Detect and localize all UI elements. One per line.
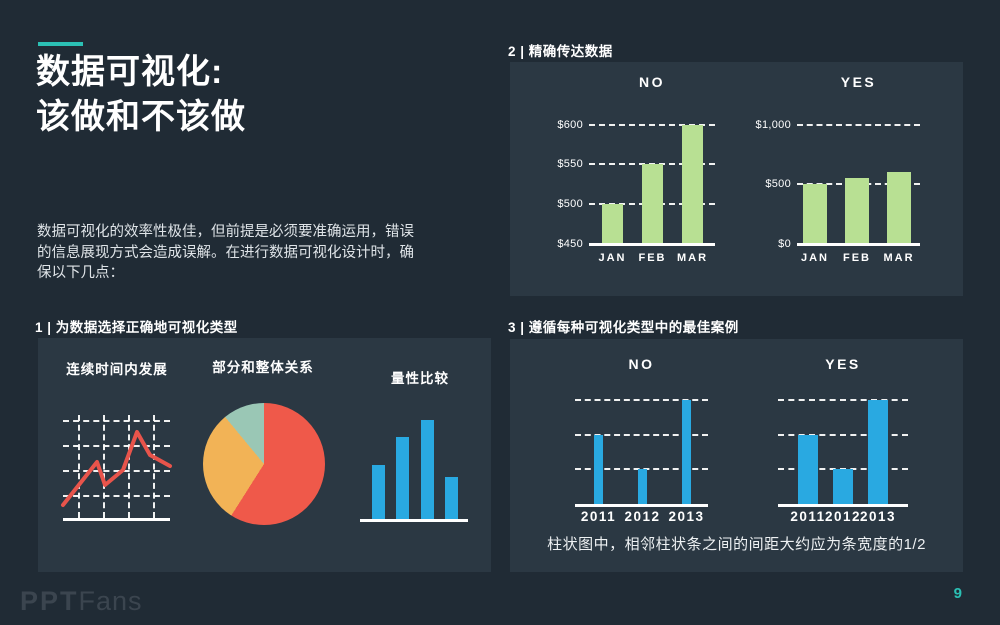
page-title-line-1: 数据可视化: bbox=[36, 53, 224, 91]
x-axis-label: 2012 bbox=[824, 509, 862, 524]
bar-2011 bbox=[798, 434, 818, 504]
panel-chart-types: 连续时间内发展 部分和整体关系 量性比较 bbox=[38, 338, 491, 572]
intro-paragraph: 数据可视化的效率性极佳，但前提是必须要准确运用，错误 的信息展现方式会造成误解。… bbox=[37, 222, 414, 284]
y-axis-label: $550 bbox=[557, 158, 583, 171]
grid-line-horizontal bbox=[63, 420, 170, 422]
bar-3 bbox=[444, 477, 458, 519]
page-number: 9 bbox=[953, 585, 962, 602]
page-title-line-2: 该做和不该做 bbox=[36, 98, 246, 136]
grid-line-horizontal bbox=[63, 445, 170, 447]
wide-bars-chart: 2011 2012 2013 bbox=[778, 399, 908, 524]
bar-feb bbox=[642, 164, 663, 243]
intro-line-2: 的信息展现方式会造成误解。在进行数据可视化设计时，确 bbox=[37, 244, 414, 261]
x-axis-label: 2012 bbox=[624, 509, 661, 524]
x-axis-label: FEB bbox=[843, 252, 871, 264]
section-1-heading: 1 | 为数据选择正确地可视化类型 bbox=[35, 320, 238, 335]
y-axis-label: $600 bbox=[557, 119, 583, 131]
section-2-heading: 2 | 精确传达数据 bbox=[508, 44, 613, 59]
x-axis-label: JAN bbox=[800, 252, 829, 264]
grid-line-horizontal bbox=[778, 399, 908, 401]
grid-line-vertical bbox=[128, 415, 130, 518]
truncated-axis-bar-chart: $600 $550 $500 $450 JAN FEB MAR bbox=[557, 119, 715, 264]
bar-2013 bbox=[868, 400, 888, 504]
grid-line-horizontal bbox=[575, 399, 708, 401]
bar-jan bbox=[602, 203, 623, 243]
grid-line-horizontal bbox=[63, 495, 170, 497]
x-axis-label: MAR bbox=[676, 252, 709, 264]
chart-title-yes-spacing: YES bbox=[825, 356, 861, 372]
full-axis-bar-chart: $1,000 $500 $0 JAN FEB MAR bbox=[756, 119, 920, 264]
pie-chart-label: 部分和整体关系 bbox=[212, 360, 314, 375]
bar-chart-comparison bbox=[360, 420, 468, 522]
bar-1 bbox=[396, 436, 410, 519]
bar-feb bbox=[845, 178, 869, 243]
x-axis-label: MAR bbox=[883, 252, 915, 264]
chart-title-yes: YES bbox=[840, 74, 877, 90]
grid-line-vertical bbox=[103, 415, 105, 518]
section-3-heading: 3 | 遵循每种可视化类型中的最佳案例 bbox=[508, 320, 739, 335]
grid-line-vertical bbox=[78, 415, 80, 518]
bar-jan bbox=[803, 184, 827, 243]
intro-line-3: 保以下几点： bbox=[37, 265, 124, 281]
intro-line-1: 数据可视化的效率性极佳，但前提是必须要准确运用，错误 bbox=[37, 224, 414, 240]
line-chart-label: 连续时间内发展 bbox=[66, 362, 168, 377]
grid-line-horizontal bbox=[589, 124, 715, 126]
y-axis-label: $450 bbox=[557, 238, 583, 250]
x-axis-label: 2011 bbox=[580, 509, 617, 524]
grid-line-horizontal bbox=[575, 433, 708, 436]
accent-bar bbox=[38, 42, 83, 46]
logo-fans: Fans bbox=[78, 586, 143, 616]
y-axis-label: $500 bbox=[557, 197, 583, 210]
pie-chart bbox=[203, 403, 325, 525]
pptfans-logo: PPTFans bbox=[20, 586, 143, 617]
x-axis-label: 2013 bbox=[859, 509, 897, 524]
chart-title-no-spacing: NO bbox=[628, 356, 655, 372]
bar-mar bbox=[682, 125, 703, 243]
grid-line-horizontal bbox=[797, 124, 920, 126]
x-axis-label: 2013 bbox=[668, 509, 705, 524]
bar-mar bbox=[887, 172, 911, 243]
chart-title-no: NO bbox=[639, 74, 665, 90]
x-axis-label: JAN bbox=[598, 252, 627, 264]
x-axis-label: FEB bbox=[638, 252, 667, 264]
y-axis-label: $500 bbox=[765, 178, 791, 190]
trend-line bbox=[61, 430, 172, 507]
page-title: 数据可视化: 该做和不该做 bbox=[36, 50, 246, 140]
bar-2011 bbox=[594, 434, 603, 504]
bar-2013 bbox=[682, 400, 691, 504]
logo-ppt: PPT bbox=[20, 586, 79, 616]
grid-line-horizontal bbox=[778, 433, 908, 436]
panel-best-practices: NO YES 2011 2012 2013 2011 2012 2013 柱状图中，相邻… bbox=[510, 339, 963, 572]
bar-chart-label: 量性比较 bbox=[391, 371, 449, 386]
bar-2012 bbox=[833, 469, 853, 504]
x-axis-label: 2011 bbox=[790, 509, 826, 524]
y-axis-label: $0 bbox=[778, 238, 791, 250]
bar-0 bbox=[372, 464, 385, 519]
grid-line-horizontal bbox=[63, 470, 170, 472]
panel-accurate-data: NO YES $600 $550 $500 $450 JAN FEB MAR $1,000 $… bbox=[510, 62, 963, 296]
thin-bars-chart: 2011 2012 2013 bbox=[575, 399, 708, 524]
bar-2012 bbox=[638, 469, 647, 504]
spacing-caption: 柱状图中，相邻柱状条之间的间距大约应为条宽度的1/2 bbox=[547, 536, 926, 553]
line-chart bbox=[61, 415, 172, 521]
bar-2 bbox=[420, 420, 434, 519]
grid-line-vertical bbox=[153, 415, 155, 518]
y-axis-label: $1,000 bbox=[755, 119, 791, 131]
